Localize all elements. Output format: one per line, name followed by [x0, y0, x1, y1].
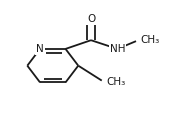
- Text: N: N: [36, 44, 44, 54]
- Text: CH₃: CH₃: [140, 35, 159, 45]
- Text: CH₃: CH₃: [106, 77, 126, 87]
- Text: O: O: [87, 14, 95, 24]
- Text: NH: NH: [110, 44, 125, 54]
